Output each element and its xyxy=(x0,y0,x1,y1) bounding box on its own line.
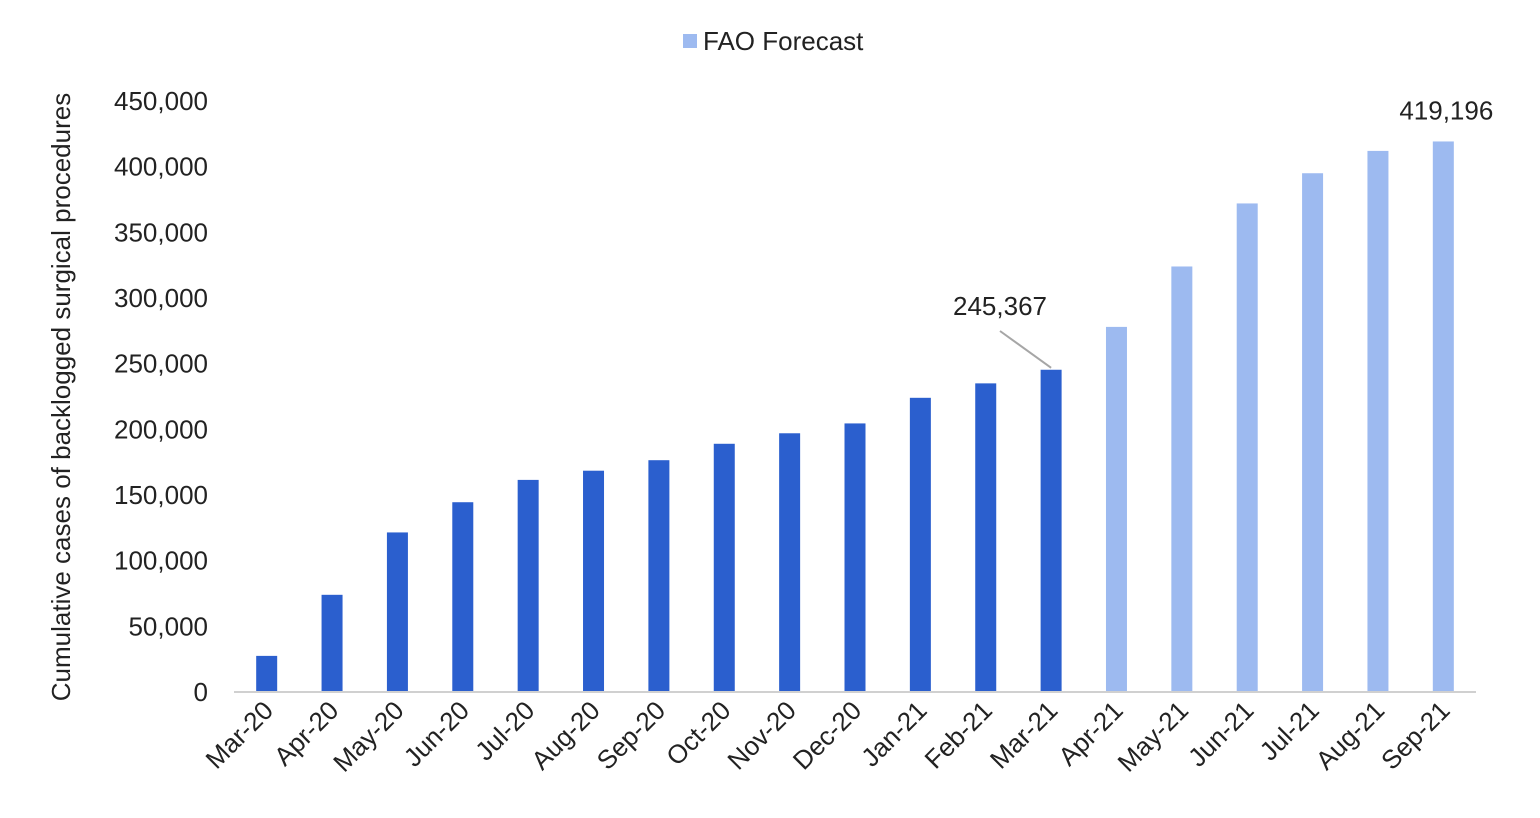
y-tick-label: 150,000 xyxy=(114,480,208,510)
x-tick-label: Mar-21 xyxy=(984,695,1063,774)
bar-aug-20 xyxy=(583,470,605,692)
x-tick-label: Aug-21 xyxy=(1310,695,1390,775)
x-tick-label: Aug-20 xyxy=(525,695,605,775)
x-tick-label: Jun-20 xyxy=(398,695,475,772)
x-tick-label: Oct-20 xyxy=(660,695,736,771)
bar-sep-21 xyxy=(1432,141,1454,692)
bar-nov-20 xyxy=(779,433,801,692)
bar-jun-20 xyxy=(452,502,474,692)
x-tick-label: Jan-21 xyxy=(855,695,932,772)
bar-apr-21 xyxy=(1105,326,1127,692)
y-tick-label: 300,000 xyxy=(114,283,208,313)
bar-sep-20 xyxy=(648,460,670,692)
x-tick-label: Sep-21 xyxy=(1375,695,1455,775)
annotations: 245,367 419,196 xyxy=(953,95,1493,369)
annotation-label: 419,196 xyxy=(1399,95,1493,125)
bar-may-20 xyxy=(386,532,408,692)
x-tick-label: May-20 xyxy=(327,695,410,778)
bar-jul-20 xyxy=(517,479,539,692)
y-tick-label: 400,000 xyxy=(114,152,208,182)
bars xyxy=(256,141,1454,692)
legend-label: FAO Forecast xyxy=(703,26,864,56)
y-axis-ticks: 0 50,000 100,000 150,000 200,000 250,000 300,0… xyxy=(114,86,208,707)
bar-oct-20 xyxy=(713,443,735,692)
y-tick-label: 200,000 xyxy=(114,414,208,444)
bar-apr-20 xyxy=(321,594,343,692)
bar-mar-20 xyxy=(256,655,278,692)
y-tick-label: 350,000 xyxy=(114,217,208,247)
bar-feb-21 xyxy=(975,383,997,692)
y-tick-label: 100,000 xyxy=(114,546,208,576)
legend-swatch xyxy=(683,34,697,48)
x-tick-label: Sep-20 xyxy=(591,695,671,775)
bar-jul-21 xyxy=(1302,173,1324,692)
bar-jan-21 xyxy=(909,397,931,692)
y-tick-label: 0 xyxy=(194,677,208,707)
x-tick-label: May-21 xyxy=(1112,695,1195,778)
legend: FAO Forecast xyxy=(683,26,864,56)
y-tick-label: 450,000 xyxy=(114,86,208,116)
bar-aug-21 xyxy=(1367,150,1389,692)
x-tick-label: Dec-20 xyxy=(787,695,867,775)
x-tick-label: Jun-21 xyxy=(1182,695,1259,772)
annotation-leader-line xyxy=(999,330,1052,369)
bar-may-21 xyxy=(1171,266,1193,692)
x-tick-label: Mar-20 xyxy=(199,695,278,774)
y-tick-label: 50,000 xyxy=(128,611,208,641)
y-axis-title: Cumulative cases of backlogged surgical … xyxy=(46,93,76,701)
x-axis-ticks: Mar-20Apr-20May-20Jun-20Jul-20Aug-20Sep-… xyxy=(199,695,1455,778)
bar-jun-21 xyxy=(1236,203,1258,692)
x-tick-label: Nov-20 xyxy=(721,695,801,775)
x-tick-label: Feb-21 xyxy=(919,695,998,774)
bar-mar-21 xyxy=(1040,369,1062,692)
y-tick-label: 250,000 xyxy=(114,349,208,379)
annotation-label: 245,367 xyxy=(953,291,1047,321)
bar-dec-20 xyxy=(844,423,866,692)
